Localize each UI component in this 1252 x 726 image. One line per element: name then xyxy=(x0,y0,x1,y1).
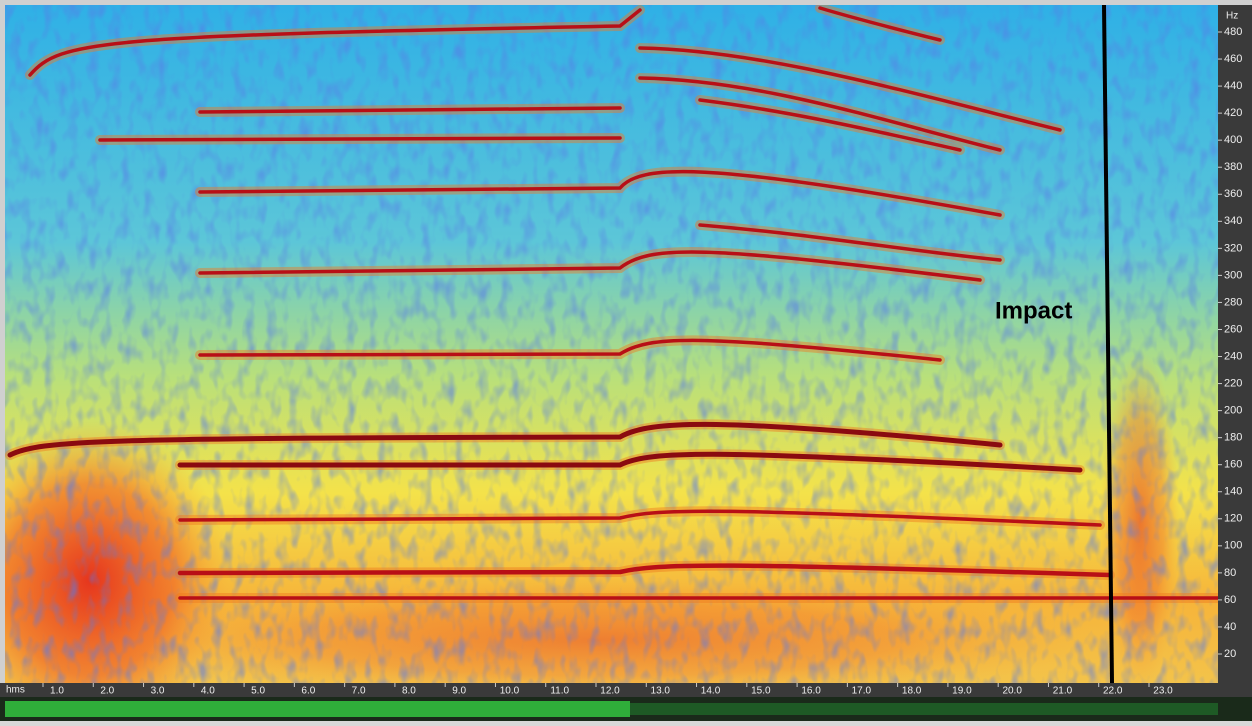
time-tick-label: 1.0 xyxy=(50,686,64,697)
frequency-tick-label: 140 xyxy=(1224,486,1242,498)
time-unit: hms xyxy=(6,685,25,696)
frequency-tick-label: 160 xyxy=(1224,459,1242,471)
impact-label: Impact xyxy=(995,297,1072,324)
frequency-unit: Hz xyxy=(1226,11,1238,22)
time-tick-label: 20.0 xyxy=(1002,686,1022,697)
time-tick-label: 23.0 xyxy=(1153,686,1173,697)
time-tick-label: 3.0 xyxy=(151,686,165,697)
time-tick-label: 22.0 xyxy=(1103,686,1123,697)
frequency-tick-label: 240 xyxy=(1224,350,1242,362)
frequency-tick-label: 480 xyxy=(1224,26,1242,38)
frequency-tick-label: 360 xyxy=(1224,188,1242,200)
time-tick-label: 8.0 xyxy=(402,686,416,697)
time-tick-label: 10.0 xyxy=(500,686,520,697)
time-tick-label: 6.0 xyxy=(301,686,315,697)
frequency-tick-label: 380 xyxy=(1224,161,1242,173)
time-tick-label: 14.0 xyxy=(701,686,721,697)
time-tick-label: 17.0 xyxy=(852,686,872,697)
frequency-tick-label: 460 xyxy=(1224,53,1242,65)
frequency-tick-label: 60 xyxy=(1224,594,1236,606)
frequency-tick-label: 200 xyxy=(1224,405,1242,417)
time-tick-label: 18.0 xyxy=(902,686,922,697)
time-tick-label: 4.0 xyxy=(201,686,215,697)
time-tick-label: 19.0 xyxy=(952,686,972,697)
frequency-tick-label: 40 xyxy=(1224,621,1236,633)
waveform-played xyxy=(5,701,630,717)
time-tick-label: 5.0 xyxy=(251,686,265,697)
frequency-tick-label: 340 xyxy=(1224,215,1242,227)
time-tick-label: 16.0 xyxy=(801,686,821,697)
frequency-tick-label: 320 xyxy=(1224,242,1242,254)
time-tick-label: 21.0 xyxy=(1053,686,1073,697)
time-tick-label: 13.0 xyxy=(651,686,671,697)
frequency-tick-label: 400 xyxy=(1224,134,1242,146)
frequency-tick-label: 440 xyxy=(1224,80,1242,92)
time-tick-label: 12.0 xyxy=(600,686,620,697)
time-tick-label: 11.0 xyxy=(550,686,569,697)
frequency-tick-label: 20 xyxy=(1224,648,1236,660)
time-ticks: 1.0 2.0 3.0 4.0 5.0 6.0 7.0 8.0 9.0 10.0 11.0 12.0 1… xyxy=(43,683,1173,697)
frequency-tick-label: 300 xyxy=(1224,269,1242,281)
frequency-tick-label: 80 xyxy=(1224,567,1236,579)
frequency-tick-label: 180 xyxy=(1224,432,1242,444)
frequency-tick-label: 280 xyxy=(1224,296,1242,308)
spectrogram-window: Impact Hz 480 460 440 420 400 380 360 340 320 300… xyxy=(0,0,1252,721)
time-tick-label: 7.0 xyxy=(352,686,366,697)
waveform-remaining xyxy=(630,703,1218,715)
frequency-tick-label: 260 xyxy=(1224,323,1242,335)
frequency-tick-label: 220 xyxy=(1224,377,1242,389)
frequency-tick-label: 100 xyxy=(1224,540,1242,552)
frequency-tick-label: 120 xyxy=(1224,513,1242,525)
time-tick-label: 2.0 xyxy=(100,686,114,697)
time-tick-label: 9.0 xyxy=(452,686,466,697)
time-tick-label: 15.0 xyxy=(751,686,771,697)
frequency-tick-label: 420 xyxy=(1224,107,1242,119)
spectrogram-plot: Impact xyxy=(0,5,1218,721)
